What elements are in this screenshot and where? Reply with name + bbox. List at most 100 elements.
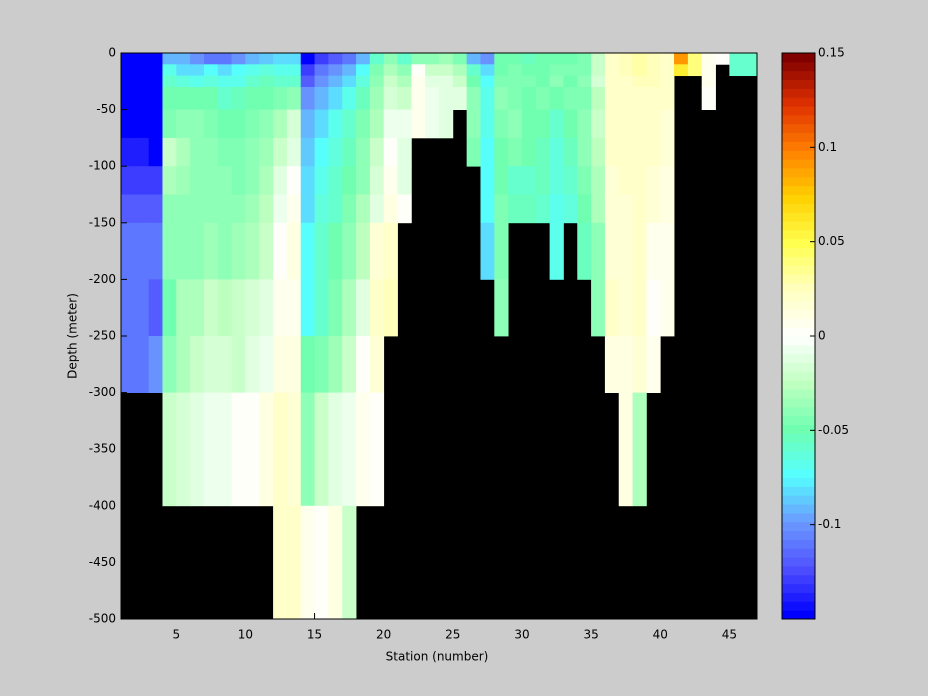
cell xyxy=(217,109,233,139)
cell xyxy=(286,75,302,88)
cell xyxy=(217,53,233,65)
colorbar-swatch xyxy=(782,530,815,540)
cell xyxy=(342,392,357,507)
cell xyxy=(369,64,385,77)
cell xyxy=(508,109,523,139)
cell xyxy=(632,279,647,337)
y-tick-label: 0 xyxy=(108,46,116,60)
cell xyxy=(342,222,357,280)
cell xyxy=(231,222,246,280)
cell xyxy=(494,166,509,195)
cell xyxy=(328,336,343,393)
cell xyxy=(480,109,495,139)
cell xyxy=(217,194,233,224)
cell xyxy=(604,222,620,280)
cell xyxy=(259,109,274,139)
colorbar-swatch xyxy=(782,88,815,98)
x-tick-label: 30 xyxy=(514,628,529,642)
cell xyxy=(300,194,315,224)
cell xyxy=(577,109,592,139)
cell xyxy=(494,53,509,65)
cell xyxy=(383,222,398,280)
colorbar-swatch xyxy=(782,406,815,417)
cell xyxy=(231,392,246,507)
cell xyxy=(604,53,620,65)
cell xyxy=(286,505,302,620)
cell xyxy=(439,75,454,88)
cell xyxy=(286,222,302,280)
cell xyxy=(383,279,398,337)
cell xyxy=(604,75,620,88)
cell xyxy=(300,166,315,195)
colorbar-swatch xyxy=(782,371,815,381)
cell xyxy=(190,166,205,195)
cell xyxy=(439,109,454,139)
cell xyxy=(273,75,288,88)
cell xyxy=(314,336,329,393)
cell xyxy=(549,222,564,280)
cell xyxy=(480,75,495,88)
cell xyxy=(549,166,564,195)
cell xyxy=(535,166,551,195)
cell xyxy=(660,194,675,224)
cell xyxy=(466,109,481,139)
cell xyxy=(480,86,495,110)
colorbar-swatch xyxy=(782,97,815,107)
cell xyxy=(563,64,578,77)
cell xyxy=(439,86,454,110)
cell xyxy=(121,222,136,280)
cell xyxy=(577,86,592,110)
colorbar-tick-label: -0.1 xyxy=(818,517,841,531)
cell xyxy=(121,166,136,195)
cell xyxy=(148,222,163,280)
cell xyxy=(632,109,647,139)
cell xyxy=(618,336,633,393)
cell xyxy=(383,75,398,88)
cell xyxy=(535,194,551,224)
cell xyxy=(439,64,454,77)
colorbar-swatch xyxy=(782,221,815,231)
cell xyxy=(687,53,703,65)
colorbar-swatch xyxy=(782,336,815,346)
cell xyxy=(121,109,136,139)
colorbar-swatch xyxy=(782,389,815,399)
cell xyxy=(121,64,136,77)
colorbar-swatch xyxy=(782,592,815,602)
y-tick-label: -350 xyxy=(89,442,116,456)
cell xyxy=(286,86,302,110)
cell xyxy=(190,86,205,110)
cell xyxy=(134,194,150,224)
cell xyxy=(591,75,606,88)
cell xyxy=(148,75,163,88)
cell xyxy=(162,392,177,507)
colorbar-swatch xyxy=(782,300,815,310)
cell xyxy=(190,336,205,393)
cell xyxy=(369,279,385,337)
cell xyxy=(356,166,371,195)
cell xyxy=(203,194,219,224)
y-tick-label: -50 xyxy=(96,102,116,116)
cell xyxy=(563,194,578,224)
cell xyxy=(494,137,509,167)
cell xyxy=(176,392,191,507)
cell xyxy=(148,279,163,337)
cell xyxy=(121,86,136,110)
cell xyxy=(342,86,357,110)
cell xyxy=(494,279,509,337)
cell xyxy=(121,75,136,88)
cell xyxy=(300,336,315,393)
cell xyxy=(300,137,315,167)
cell xyxy=(286,64,302,77)
cell xyxy=(687,64,703,77)
cell xyxy=(494,75,509,88)
cell xyxy=(176,75,191,88)
cell xyxy=(521,64,537,77)
colorbar-swatch xyxy=(782,565,815,576)
cell xyxy=(646,166,661,195)
cell xyxy=(273,166,288,195)
cell xyxy=(535,109,551,139)
cell xyxy=(425,64,440,77)
cell xyxy=(286,137,302,167)
cell xyxy=(646,137,661,167)
colorbar-swatch xyxy=(782,442,815,452)
